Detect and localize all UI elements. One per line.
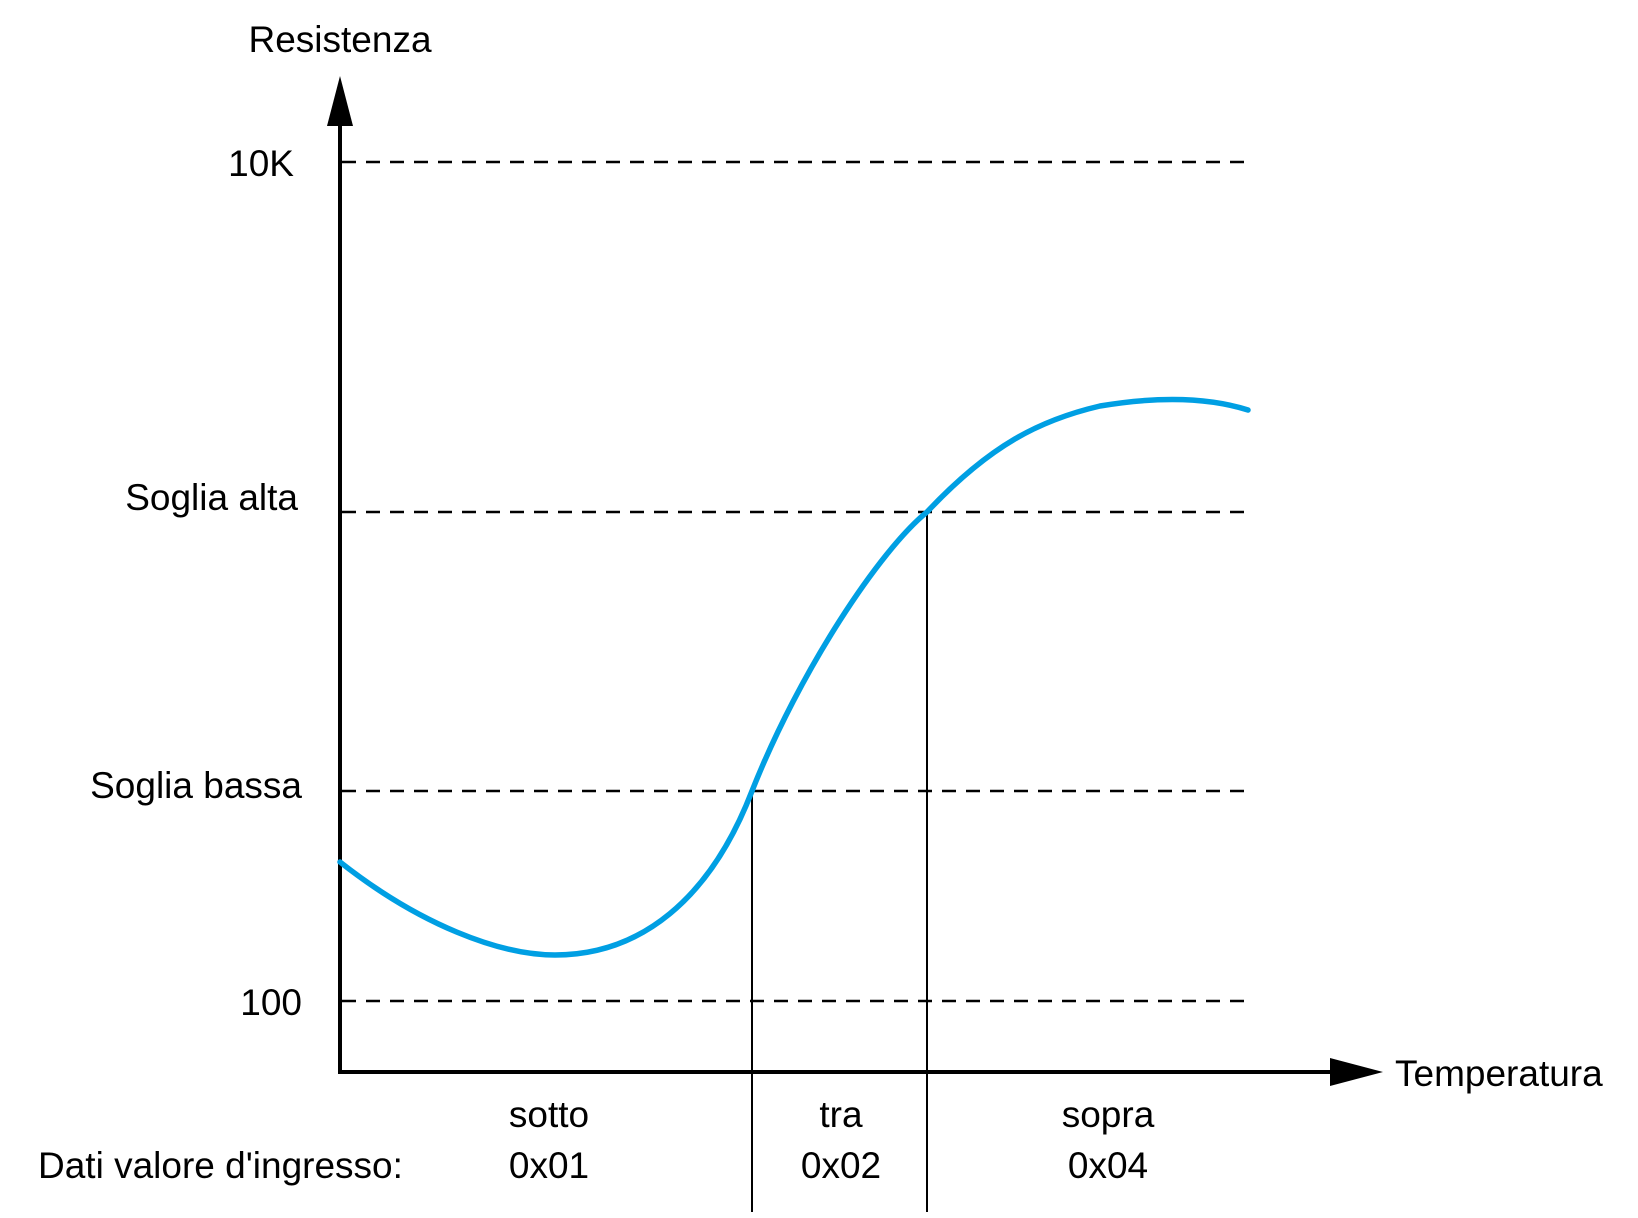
- zone-name-sopra: sopra: [1062, 1094, 1155, 1135]
- level-label-100: 100: [240, 982, 302, 1023]
- zone-name-tra: tra: [819, 1094, 863, 1135]
- zone-code-tra: 0x02: [801, 1145, 881, 1186]
- y-axis-label: Resistenza: [248, 19, 431, 60]
- resistance-curve: [337, 396, 1251, 958]
- zone-code-sotto: 0x01: [509, 1145, 589, 1186]
- y-axis-arrow-icon: [327, 76, 353, 126]
- level-label-soglia-bassa: Soglia bassa: [90, 765, 302, 806]
- level-label-10k: 10K: [228, 143, 294, 184]
- level-label-soglia-alta: Soglia alta: [125, 477, 298, 518]
- input-value-row-label: Dati valore d'ingresso:: [38, 1145, 403, 1186]
- x-axis-arrow-icon: [1330, 1058, 1383, 1086]
- zone-code-sopra: 0x04: [1068, 1145, 1148, 1186]
- x-axis-label: Temperatura: [1395, 1053, 1603, 1094]
- zone-name-sotto: sotto: [509, 1094, 589, 1135]
